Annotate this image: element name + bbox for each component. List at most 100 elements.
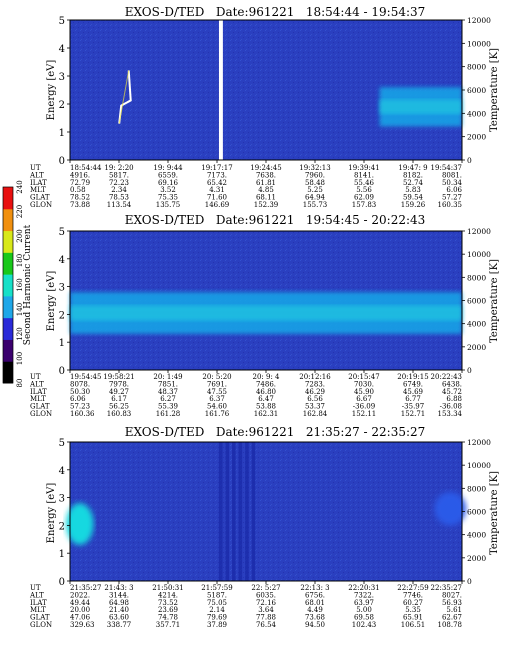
ytick-right-label: 6000 — [467, 508, 486, 517]
table-cell: 55.46 — [354, 179, 375, 187]
ytick-right-label: 6000 — [467, 86, 486, 95]
ytick-label: 4 — [59, 44, 65, 55]
table-cell: 3.52 — [160, 186, 176, 194]
table-row-label: MLT — [30, 395, 46, 403]
table-cell: -36.09 — [353, 403, 375, 411]
table-cell: 78.52 — [70, 194, 90, 202]
ytick-label: 3 — [59, 283, 65, 294]
table-cell: 21.40 — [109, 606, 129, 614]
table-cell: 7030. — [354, 380, 374, 388]
table-cell: 160.36 — [70, 410, 95, 418]
ytick-right-label: 2000 — [467, 133, 486, 142]
ytick-label: 5 — [59, 227, 65, 238]
table-cell: 6.17 — [111, 395, 127, 403]
table-cell: 4.31 — [209, 186, 225, 194]
table-cell: -36.08 — [440, 403, 462, 411]
table-cell: 6438. — [442, 380, 462, 388]
table-cell: 5187. — [207, 591, 227, 599]
table-cell: 62.09 — [354, 194, 374, 202]
ytick-right-label: 8000 — [467, 273, 486, 282]
table-cell: 53.88 — [256, 403, 276, 411]
intensity-blob — [434, 492, 466, 526]
ytick-right-label: 10000 — [467, 461, 491, 470]
table-cell: 46.80 — [256, 388, 276, 396]
table-cell: 19: 9:44 — [153, 164, 183, 172]
panel-1-title: EXOS-D/TED Date:961221 18:54:44 - 19:54:… — [125, 5, 426, 19]
colorbar-tick-label: 140 — [16, 303, 24, 316]
table-cell: 6.06 — [446, 186, 462, 194]
table-cell: 37.89 — [207, 621, 227, 629]
table-cell: 76.54 — [256, 621, 277, 629]
table-cell: 7322. — [354, 591, 374, 599]
table-cell: 68.11 — [256, 194, 276, 202]
table-cell: 102.43 — [352, 621, 377, 629]
ytick-label: 4 — [59, 466, 65, 477]
vertical-stripe — [245, 442, 249, 581]
table-cell: 6.77 — [405, 395, 421, 403]
table-cell: 152.11 — [352, 410, 377, 418]
table-cell: 7851. — [158, 380, 178, 388]
table-cell: 5.25 — [307, 186, 323, 194]
table-cell: 20: 9: 4 — [253, 373, 281, 381]
table-cell: 74.78 — [158, 614, 178, 622]
ytick-right-label: 10000 — [467, 250, 491, 259]
table-cell: 75.05 — [207, 599, 227, 607]
table-cell: 20.00 — [70, 606, 90, 614]
ytick-label: 3 — [59, 494, 65, 505]
table-cell: 4214. — [158, 591, 178, 599]
table-row-label: ILAT — [30, 179, 47, 187]
table-cell: 20:15:47 — [348, 373, 379, 381]
table-cell: 161.76 — [205, 410, 230, 418]
colorbar-tick-label: 180 — [16, 254, 24, 267]
table-cell: 21:57:59 — [201, 584, 232, 592]
table-cell: 61.81 — [256, 179, 276, 187]
table-cell: 162.84 — [303, 410, 328, 418]
panel-3: EXOS-D/TED Date:961221 21:35:27 - 22:35:… — [29, 425, 500, 629]
table-cell: 78.53 — [109, 194, 129, 202]
table-row-label: GLAT — [30, 194, 50, 202]
table-row-label: UT — [30, 164, 41, 172]
table-cell: 19:54:45 — [70, 373, 101, 381]
table-cell: 329.63 — [70, 621, 95, 629]
table-row-label: GLAT — [30, 403, 50, 411]
table-cell: 160.35 — [438, 201, 463, 209]
table-cell: 159.26 — [401, 201, 426, 209]
ytick-right-label: 10000 — [467, 39, 491, 48]
panel-2-ylabel-right: Temperature [K] — [489, 259, 500, 343]
table-cell: 5.61 — [446, 606, 462, 614]
ytick-right-label: 12000 — [467, 227, 491, 236]
table-cell: 64.94 — [305, 194, 326, 202]
ytick-label: 1 — [59, 128, 65, 139]
table-cell: 6.67 — [356, 395, 372, 403]
panel-1: EXOS-D/TED Date:961221 18:54:44 - 19:54:… — [29, 5, 500, 209]
table-row-label: UT — [30, 373, 41, 381]
table-row-label: UT — [30, 584, 41, 592]
table-cell: 6.56 — [307, 395, 323, 403]
table-cell: 7173. — [207, 171, 227, 179]
table-cell: 62.67 — [442, 614, 462, 622]
table-row-label: GLON — [30, 410, 52, 418]
table-cell: 2022. — [70, 591, 90, 599]
table-cell: 49.27 — [109, 388, 129, 396]
colorbar-swatch — [3, 339, 13, 362]
table-cell: 6.37 — [209, 395, 225, 403]
ytick-right-label: 0 — [467, 366, 472, 375]
table-cell: 155.73 — [303, 201, 328, 209]
panel-1-ylabel-right: Temperature [K] — [489, 48, 500, 132]
colorbar-swatch — [3, 317, 13, 340]
table-cell: 4916. — [70, 171, 90, 179]
table-row-label: ALT — [29, 380, 44, 388]
colorbar-tick-label: 240 — [16, 180, 24, 193]
table-cell: 338.77 — [107, 621, 132, 629]
table-cell: 19: 2:20 — [104, 164, 133, 172]
table-cell: 72.79 — [70, 179, 90, 187]
ytick-right-label: 4000 — [467, 531, 486, 540]
table-cell: 19:24:45 — [250, 164, 281, 172]
table-cell: 60.27 — [403, 599, 423, 607]
table-cell: 73.68 — [305, 614, 325, 622]
table-cell: 69.16 — [158, 179, 179, 187]
vertical-stripe — [218, 442, 223, 581]
ytick-label: 0 — [59, 577, 65, 588]
table-cell: 22:27:59 — [397, 584, 428, 592]
